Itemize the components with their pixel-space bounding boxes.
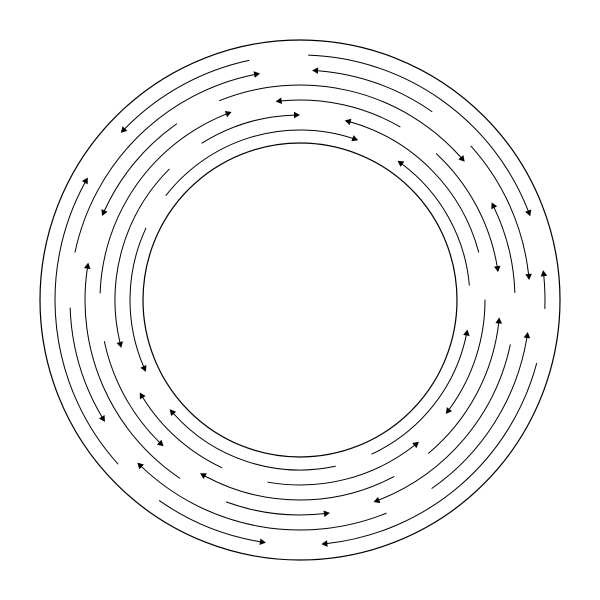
ring-arc [105,124,177,211]
arrowhead-icon [260,539,266,546]
ring-arc [219,85,460,157]
ring-arc [202,115,294,143]
ring-arc [429,323,499,453]
ring-arc [494,208,515,293]
ring-arc [166,130,352,195]
arrowhead-icon [254,71,260,78]
circular-arrows-diagram [0,0,600,600]
ring-arc [226,502,324,515]
arrowhead-icon [276,97,282,104]
arrowhead-icon [312,67,318,74]
ring-arc [159,501,260,542]
ring-arc [174,414,336,470]
arrowhead-icon [84,263,91,269]
ring-arc [115,169,169,342]
arrowhead-icon [321,540,327,547]
arrowhead-icon [494,266,501,272]
arrowhead-icon [541,270,548,276]
ring-arc [85,269,180,479]
arrowhead-icon [524,332,531,338]
outer-ring-circle [40,40,560,560]
ring-arc [142,467,387,530]
arrowhead-icon [412,442,419,448]
arrowhead-icon [294,112,300,119]
ring-arc [143,398,222,468]
arrowhead-icon [398,161,405,167]
arrowhead-icon [117,341,123,348]
arrowhead-icon [525,274,532,280]
ring-arc [351,122,479,252]
ring-arc [449,300,485,409]
ring-arc [327,363,536,543]
arrowhead-icon [463,330,470,336]
ring-arc [309,55,529,210]
ring-arc [282,100,400,127]
arrowhead-icon [324,510,330,517]
ring-arc [125,60,249,128]
ring-arc [402,164,469,285]
ring-arc [100,114,226,293]
ring-arc [436,154,497,267]
arrowhead-icon [345,119,352,125]
ring-arc [544,276,545,308]
ring-arc [104,342,159,443]
inner-ring-circle [143,143,457,457]
ring-arc [318,71,432,112]
arrowhead-icon [495,317,502,323]
ring-arc [372,335,466,454]
arrowhead-icon [446,407,452,414]
ring-arc [205,476,394,500]
ring-arc [75,75,254,253]
ring-arc [471,146,529,274]
